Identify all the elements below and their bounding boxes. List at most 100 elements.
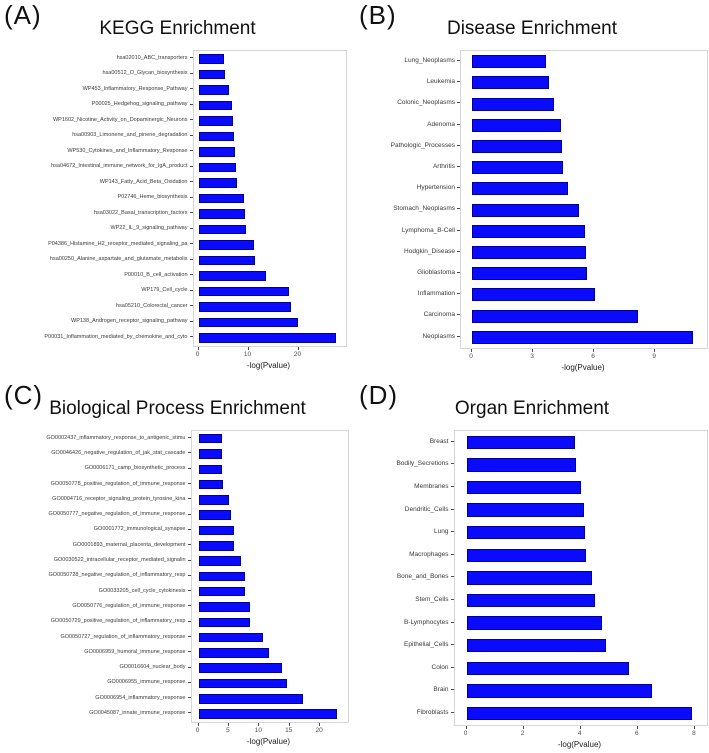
- category-label: Stem_Cells: [415, 595, 449, 603]
- panel-tag-d: (D): [359, 380, 399, 410]
- y-axis-labels: GO0002437_inflammatory_response_to_antig…: [7, 430, 191, 721]
- x-tick: [288, 722, 290, 726]
- y-tick: [189, 212, 193, 214]
- y-tick: [457, 166, 460, 168]
- x-tick: [579, 725, 581, 729]
- category-label: GO0050728_negative_regulation_of_inflamm…: [48, 572, 186, 579]
- y-axis-label-row: GO0033205_cell_cycle_cytokinesis: [7, 583, 191, 598]
- bar: [466, 593, 595, 608]
- y-tick: [189, 88, 193, 90]
- panel-title-kegg: KEGG Enrichment: [99, 18, 256, 39]
- y-tick: [187, 544, 191, 546]
- y-axis-label-row: Inflammation: [356, 283, 460, 304]
- category-label: WP530_Cytokines_and_Inflammatory_Respons…: [67, 147, 188, 154]
- y-tick: [450, 463, 454, 465]
- bar: [472, 118, 561, 132]
- x-tick-label: 8: [692, 729, 696, 737]
- bar: [198, 464, 223, 474]
- bar: [198, 571, 246, 582]
- y-tick: [457, 102, 460, 104]
- x-tick-label: 4: [577, 729, 582, 737]
- category-label: WP143_Fatty_Acid_Beta_Oxidation: [99, 178, 188, 185]
- y-tick: [189, 305, 193, 307]
- bar: [198, 54, 224, 64]
- bar: [198, 69, 225, 79]
- category-label: Brain: [433, 686, 449, 694]
- category-label: GO0006955_immune_response: [107, 679, 186, 686]
- bar: [466, 684, 653, 698]
- category-label: WP138_Androgen_receptor_signaling_pathwa…: [71, 318, 188, 325]
- panel-kegg-enrichment: (A) KEGG Enrichment hsa02010_ABC_transpo…: [0, 0, 355, 380]
- category-label: Neoplasms: [422, 332, 455, 340]
- category-label: GO0050776_regulation_of_immune_response: [72, 602, 186, 609]
- x-tick: [693, 725, 695, 729]
- y-axis-label-row: P02746_Heme_biosynthesis: [9, 190, 193, 206]
- x-tick: [593, 348, 595, 352]
- y-tick: [189, 134, 193, 136]
- category-label: WP1602_Nicotine_Activity_on_Dopaminergic…: [52, 116, 188, 123]
- category-label: GO0004716_receptor_signaling_protein_tyr…: [52, 495, 186, 502]
- category-label: Bone_and_Bones: [396, 573, 449, 581]
- bar: [466, 661, 630, 676]
- y-axis-label-row: Adenoma: [356, 114, 460, 135]
- y-tick: [189, 336, 193, 338]
- y-axis-label-row: WP1602_Nicotine_Activity_on_Dopaminergic…: [9, 112, 193, 128]
- category-label: Carcinoma: [423, 311, 455, 319]
- category-label: Stomach_Neoplasms: [393, 205, 455, 213]
- y-tick: [189, 196, 193, 198]
- y-axis-label-row: hsa02010_ABC_transporters: [9, 50, 193, 66]
- bar: [472, 182, 568, 196]
- panel-biological-process-enrichment: (C) Biological Process Enrichment GO0002…: [0, 380, 355, 753]
- bar: [198, 224, 246, 234]
- y-axis-label-row: P00025_Hedgehog_signaling_pathway: [9, 97, 193, 113]
- y-tick: [457, 60, 460, 62]
- bar: [466, 503, 584, 517]
- y-tick: [189, 258, 193, 260]
- bar: [198, 556, 242, 566]
- y-axis-label-row: Arthritis: [356, 156, 460, 177]
- category-label: Macrophages: [409, 550, 449, 558]
- y-tick: [450, 644, 454, 646]
- x-tick-label: 20: [293, 350, 302, 358]
- biological-process-bar-chart: GO0002437_inflammatory_response_to_antig…: [7, 430, 349, 746]
- bar: [198, 479, 223, 490]
- x-tick: [636, 725, 638, 729]
- panel-title-organ: Organ Enrichment: [454, 398, 610, 419]
- category-label: GO0033205_cell_cycle_cytokinesis: [98, 587, 186, 594]
- y-axis-labels: Breast Bodily_Secretions Membranes Dendriti…: [357, 430, 454, 724]
- x-tick: [465, 725, 467, 729]
- x-tick: [197, 346, 199, 350]
- category-label: GO0006954_inflammatory_response: [95, 694, 186, 701]
- category-label: GO0045087_innate_immune_response: [89, 709, 186, 716]
- y-axis-label-row: GO0050729_positive_regulation_of_inflamm…: [7, 614, 191, 629]
- x-tick-label: 0: [469, 352, 473, 360]
- y-tick: [187, 559, 191, 561]
- y-tick: [450, 508, 454, 510]
- x-axis: 0 5 10 15 20: [191, 722, 347, 736]
- y-axis-label-row: hsa05210_Colorectal_cancer: [9, 298, 193, 314]
- bar: [198, 302, 291, 312]
- y-axis-label-row: Bone_and_Bones: [357, 566, 454, 589]
- y-tick: [450, 576, 454, 578]
- x-tick: [522, 725, 524, 729]
- bar: [198, 663, 282, 673]
- bar: [198, 162, 236, 172]
- y-tick: [457, 293, 460, 295]
- category-label: Adenoma: [427, 120, 455, 128]
- y-axis-label-row: hsa04672_Intestinal_immune_network_for_I…: [9, 159, 193, 175]
- category-label: Hypertension: [416, 184, 455, 192]
- bar: [198, 541, 235, 551]
- y-tick: [187, 574, 191, 576]
- bar: [198, 271, 266, 281]
- category-label: hsa00512_O_Glycan_biosynthesis: [102, 70, 188, 77]
- y-tick: [187, 528, 191, 530]
- bar: [198, 510, 232, 520]
- y-tick: [450, 689, 454, 691]
- category-label: WP179_Cell_cycle: [141, 287, 188, 294]
- y-axis-label-row: Lung: [357, 520, 454, 543]
- category-label: Pathologic_Processes: [390, 141, 455, 149]
- x-axis-title: -log(Pvalue): [557, 739, 602, 749]
- category-label: Colonic_Neoplasms: [397, 99, 455, 107]
- bar: [198, 209, 245, 219]
- y-tick: [187, 636, 191, 637]
